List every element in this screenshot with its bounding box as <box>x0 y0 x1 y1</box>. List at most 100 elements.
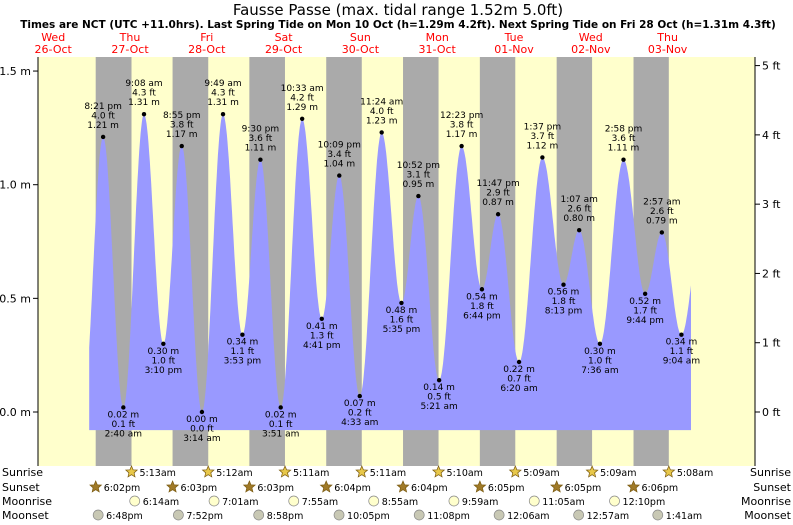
high-tide-label: 1:37 pm <box>524 122 562 132</box>
low-tide-point <box>597 341 603 347</box>
moonset-time: 7:52pm <box>186 511 223 522</box>
low-tide-label: 1.6 ft <box>390 315 414 325</box>
moonrise-icon <box>448 495 460 507</box>
low-tide-label: 0.0 ft <box>190 425 214 435</box>
high-tide-label: 3.1 ft <box>407 171 431 181</box>
day-date-label: 01-Nov <box>494 43 534 56</box>
y-tick-label-ft: 5 ft <box>762 60 781 73</box>
sunrise-time: 5:09am <box>600 468 636 479</box>
high-tide-label: 1.23 m <box>366 116 398 126</box>
day-labels: Wed26-OctThu27-OctFri28-OctSat29-OctSun3… <box>35 31 688 56</box>
low-tide-label: 0.1 ft <box>269 420 293 430</box>
high-tide-point <box>495 212 501 217</box>
low-tide-label: 0.56 m <box>548 288 580 298</box>
high-tide-point <box>179 143 184 149</box>
low-tide-label: 0.34 m <box>227 338 259 348</box>
low-tide-point <box>319 316 324 322</box>
sunset-row-label-right: Sunset <box>753 481 791 494</box>
low-tide-label: 4:41 pm <box>303 341 341 351</box>
low-tide-point <box>561 282 566 287</box>
day-name-label: Mon <box>426 31 449 44</box>
low-tide-point <box>240 332 245 337</box>
moonset-icon <box>573 509 584 521</box>
low-tide-label: 1.8 ft <box>470 302 494 312</box>
low-tide-label: 5:35 pm <box>383 325 421 335</box>
low-tide-label: 0.5 ft <box>427 393 451 403</box>
low-tide-label: 4:33 am <box>341 418 378 428</box>
tide-height-area <box>89 114 691 431</box>
high-tide-label: 1.12 m <box>527 141 559 151</box>
low-tide-point <box>436 377 442 383</box>
high-tide-label: 2.6 ft <box>567 205 591 215</box>
day-name-label: Thu <box>656 31 678 44</box>
high-tide-label: 0.80 m <box>563 214 595 224</box>
moonset-row-label-left: Moonset <box>2 509 49 522</box>
high-tide-point <box>659 230 665 235</box>
high-tide-label: 4.2 ft <box>290 93 314 103</box>
y-axis-meters: 0.0 m 0.5 m 1.0 m 1.5 m <box>0 65 38 419</box>
day-date-label: 28-Oct <box>188 43 226 56</box>
low-tide-label: 1.1 ft <box>231 347 255 357</box>
day-name-label: Thu <box>119 31 141 44</box>
low-tide-label: 0.54 m <box>466 292 498 302</box>
high-tide-label: 0.87 m <box>482 198 514 208</box>
day-date-label: 03-Nov <box>648 43 688 56</box>
high-tide-label: 1.11 m <box>245 144 277 154</box>
high-tide-label: 8:21 pm <box>84 102 122 112</box>
high-tide-label: 3.7 ft <box>531 132 555 142</box>
low-tide-point <box>278 405 283 410</box>
moonset-time: 12:06am <box>507 511 549 522</box>
low-tide-label: 0.30 m <box>584 347 616 357</box>
high-tide-label: 2:57 am <box>643 197 680 207</box>
moonset-time: 11:08pm <box>427 511 470 522</box>
day-date-label: 31-Oct <box>419 43 457 56</box>
low-tide-point <box>121 405 126 410</box>
sunset-time: 6:05pm <box>565 483 602 494</box>
low-tide-point <box>161 341 166 347</box>
high-tide-point <box>459 143 464 149</box>
high-tide-label: 4.3 ft <box>132 89 156 99</box>
low-tide-label: 1.8 ft <box>552 297 576 307</box>
sunset-time: 6:03pm <box>257 483 294 494</box>
high-tide-label: 9:49 am <box>204 79 241 89</box>
sunset-icon <box>550 480 564 493</box>
moonrise-icon <box>528 495 540 507</box>
astronomy-rows: Sunrise Sunrise 5:13am 5:12am 5:11am 5:11am 5:… <box>2 465 792 522</box>
high-tide-point <box>540 155 545 160</box>
high-tide-point <box>299 116 305 121</box>
low-tide-label: 1.0 ft <box>588 356 612 366</box>
low-tide-label: 0.7 ft <box>507 374 531 384</box>
sunset-icon <box>473 480 487 493</box>
high-tide-label: 1.04 m <box>323 160 355 170</box>
high-tide-label: 3.4 ft <box>327 150 351 160</box>
sunrise-icon <box>508 465 522 478</box>
tide-extreme-points: 8:21 pm4.0 ft1.21 m0.02 m0.1 ft2:40 am9:… <box>84 79 700 444</box>
sunset-time: 6:03pm <box>181 483 218 494</box>
sunset-icon <box>396 480 410 493</box>
high-tide-label: 1.17 m <box>166 130 198 140</box>
high-tide-label: 3.8 ft <box>450 121 474 131</box>
high-tide-label: 2.6 ft <box>650 207 674 217</box>
high-tide-label: 3.8 ft <box>170 121 194 131</box>
moonrise-time: 6:14am <box>143 497 179 508</box>
moonrise-icon <box>288 495 300 507</box>
moonset-time: 12:57am <box>587 511 629 522</box>
moonrise-time: 8:55am <box>382 497 418 508</box>
sunset-icon <box>89 480 103 493</box>
day-date-label: 02-Nov <box>571 43 611 56</box>
low-tide-label: 8:13 pm <box>545 307 583 317</box>
moonrise-icon <box>129 495 141 507</box>
low-tide-label: 0.34 m <box>666 338 698 348</box>
moonset-time: 6:48pm <box>106 511 143 522</box>
high-tide-label: 3.6 ft <box>249 134 273 144</box>
moonset-time: 1:41am <box>666 511 702 522</box>
moonset-icon <box>413 509 425 521</box>
high-tide-label: 3.6 ft <box>612 134 636 144</box>
low-tide-label: 0.00 m <box>186 415 218 425</box>
high-tide-point <box>379 130 384 135</box>
high-tide-label: 2:58 pm <box>605 125 643 135</box>
low-tide-label: 0.2 ft <box>348 409 372 419</box>
high-tide-label: 9:30 pm <box>242 125 280 135</box>
low-tide-label: 0.1 ft <box>111 420 135 430</box>
